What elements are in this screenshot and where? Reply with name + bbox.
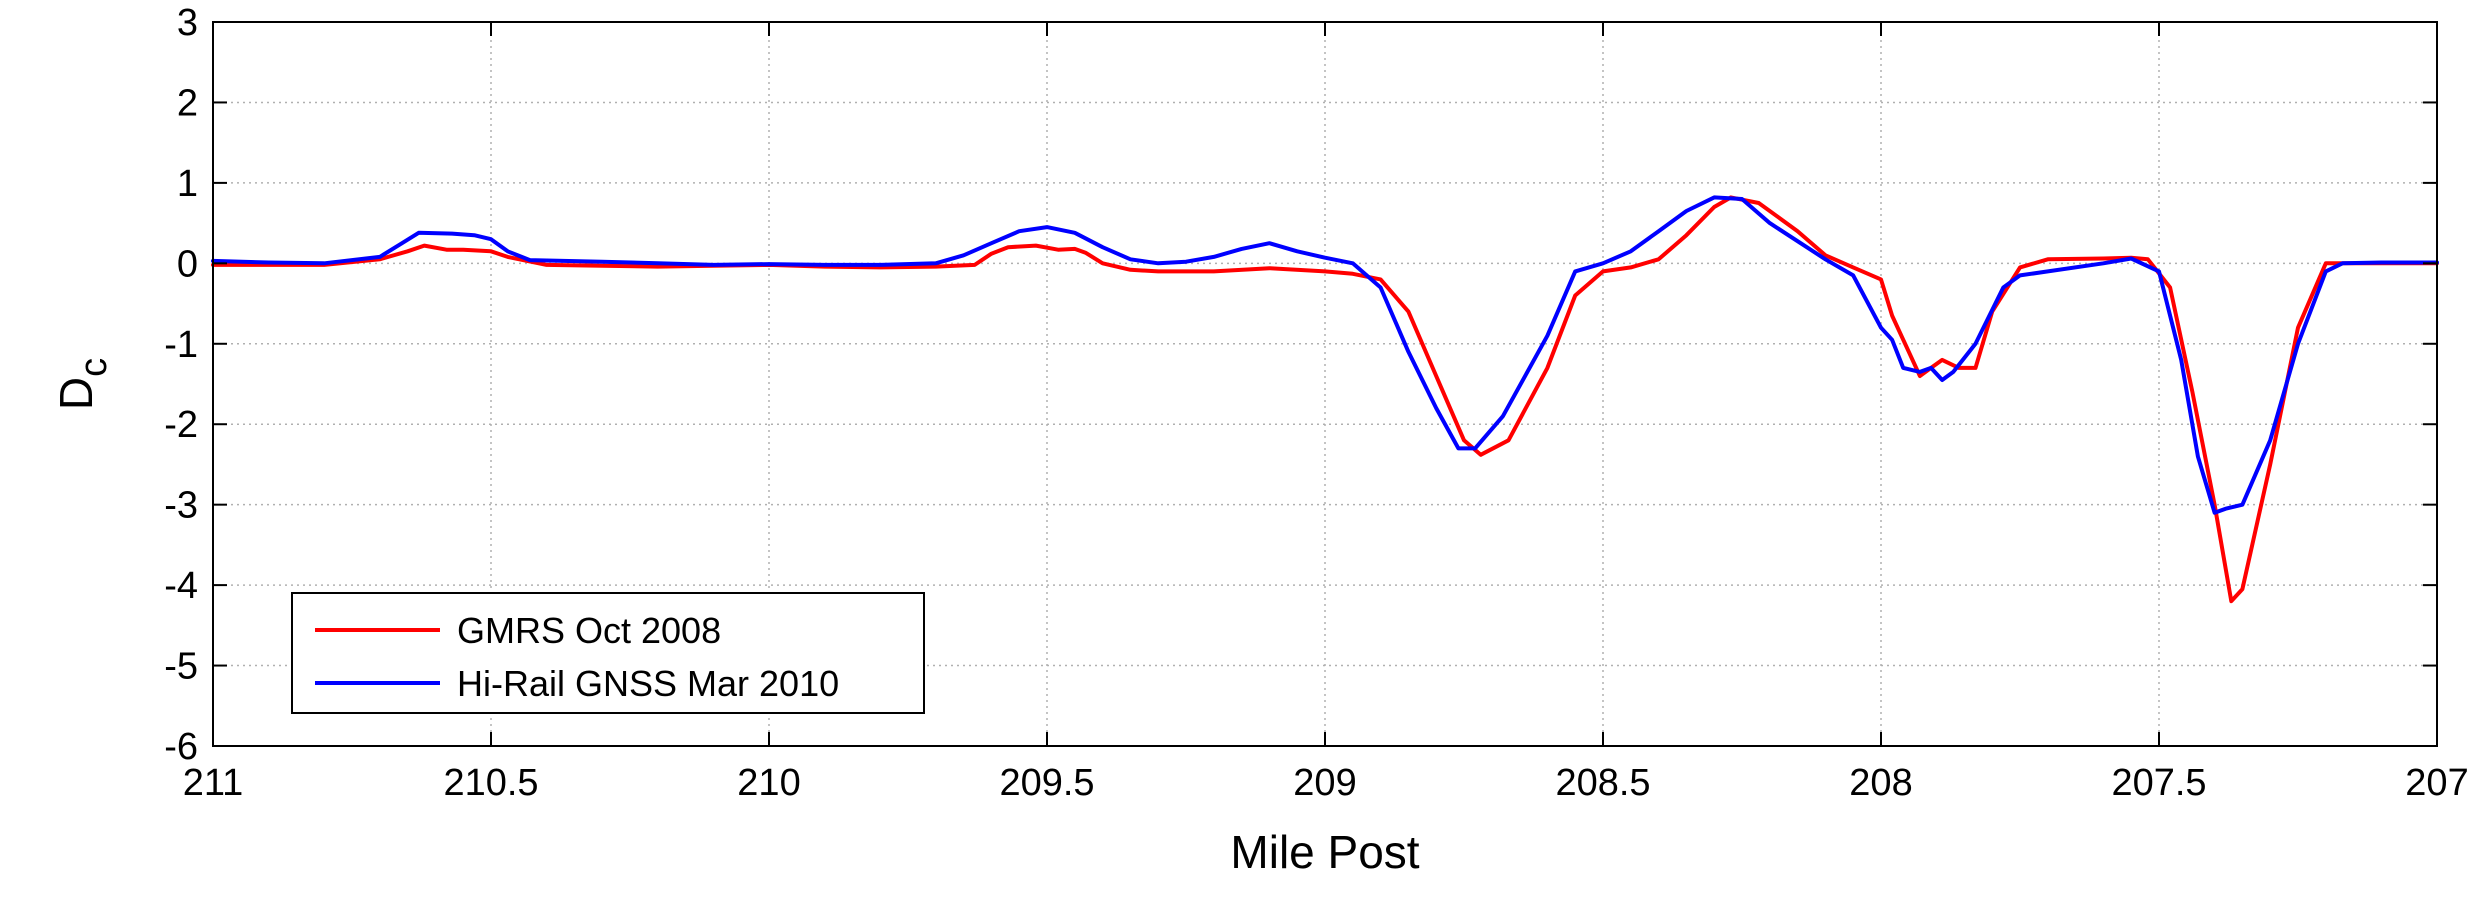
y-tick-label: 0 bbox=[177, 243, 198, 285]
legend-label-hi-rail: Hi-Rail GNSS Mar 2010 bbox=[457, 663, 839, 704]
grid-lines bbox=[213, 22, 2437, 746]
x-tick-label: 207 bbox=[2405, 762, 2468, 804]
y-tick-label: -4 bbox=[164, 565, 198, 607]
y-axis-label: Dc bbox=[50, 358, 115, 410]
series-line-gmrs bbox=[211, 195, 2439, 604]
x-tick-label: 209.5 bbox=[999, 762, 1094, 804]
x-axis-label: Mile Post bbox=[1230, 826, 1419, 878]
legend-box bbox=[291, 592, 925, 714]
y-tick-label: 2 bbox=[177, 82, 198, 124]
x-tick-label: 208.5 bbox=[1555, 762, 1650, 804]
axis-ticks bbox=[212, 21, 2438, 747]
legend-label-gmrs: GMRS Oct 2008 bbox=[457, 610, 721, 651]
series-line-hi-rail bbox=[211, 195, 2439, 515]
x-tick-label: 207.5 bbox=[2111, 762, 2206, 804]
y-tick-label: -3 bbox=[164, 485, 198, 527]
series-lines bbox=[211, 195, 2439, 604]
y-tick-label: -1 bbox=[164, 324, 198, 366]
y-tick-label: 3 bbox=[177, 2, 198, 44]
y-tick-label: -6 bbox=[164, 726, 198, 768]
y-tick-labels: 3 2 1 0 -1 -2 -3 -4 -5 -6 bbox=[164, 2, 198, 768]
y-axis-label-main: D bbox=[50, 377, 102, 410]
x-tick-label: 211 bbox=[183, 762, 244, 804]
y-tick-label: -5 bbox=[164, 646, 198, 688]
y-axis-label-subscript: c bbox=[73, 358, 115, 377]
x-tick-labels: 211 210.5 210 209.5 209 208.5 208 207.5 207 bbox=[183, 762, 2469, 804]
x-tick-label: 210 bbox=[737, 762, 800, 804]
x-tick-label: 209 bbox=[1293, 762, 1356, 804]
legend: GMRS Oct 2008 Hi-Rail GNSS Mar 2010 bbox=[291, 592, 925, 714]
y-tick-label: 1 bbox=[177, 163, 198, 205]
x-tick-label: 208 bbox=[1849, 762, 1912, 804]
x-tick-label: 210.5 bbox=[443, 762, 538, 804]
y-tick-label: -2 bbox=[164, 404, 198, 446]
